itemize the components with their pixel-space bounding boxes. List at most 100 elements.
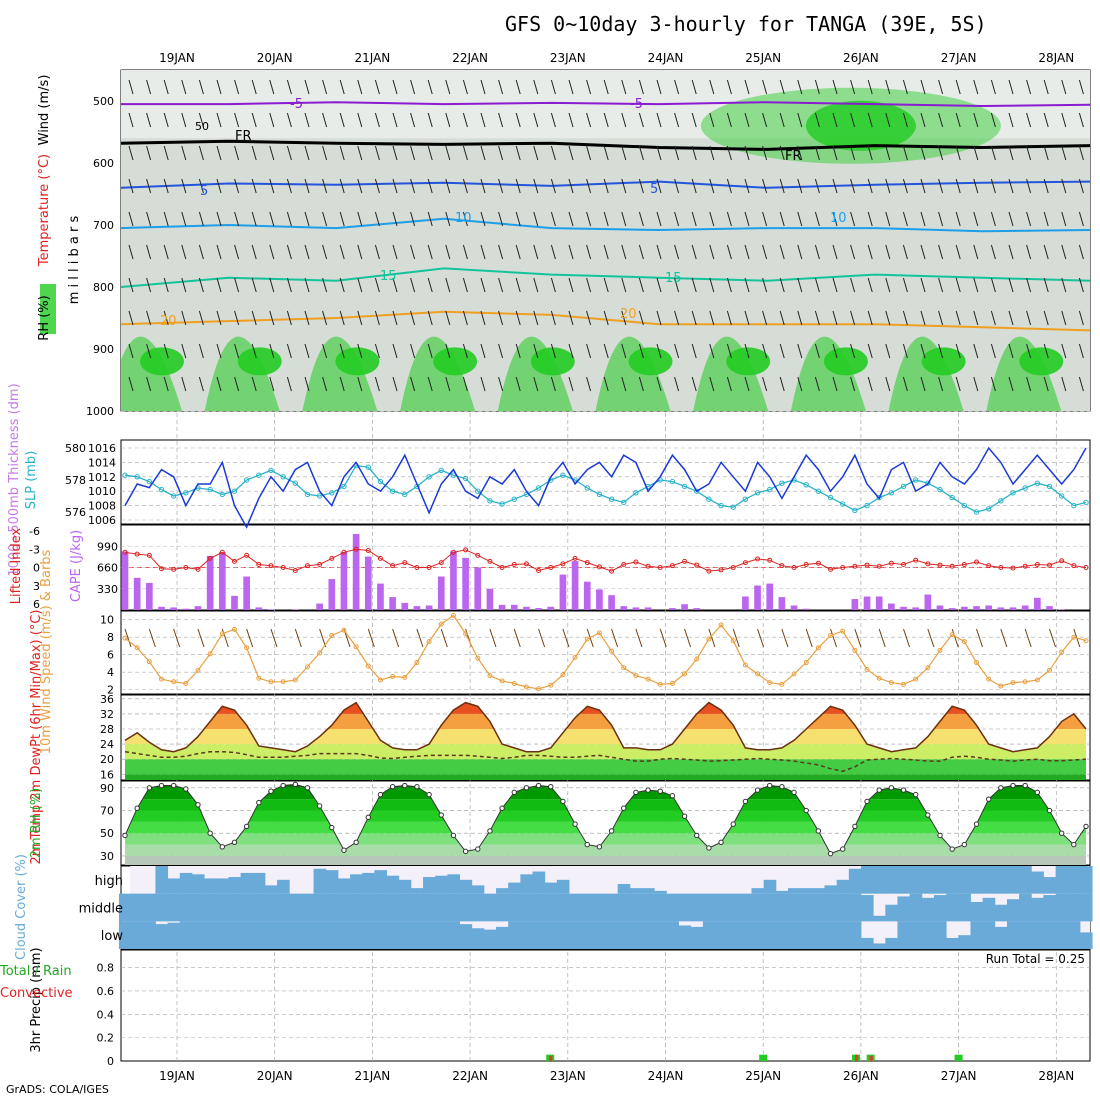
cloud-cell bbox=[252, 921, 266, 949]
cloud-cell bbox=[1031, 871, 1044, 894]
cape-bar bbox=[145, 582, 153, 610]
wind-speed-point bbox=[183, 681, 189, 687]
wind-barb bbox=[234, 211, 240, 227]
wind-barb bbox=[990, 112, 996, 128]
wind-barb bbox=[726, 79, 732, 95]
thickness-point bbox=[596, 491, 603, 498]
wind-barb bbox=[181, 211, 187, 227]
rh-point bbox=[900, 787, 907, 793]
slp-tick: 1016 bbox=[88, 442, 116, 455]
wind-barb-10m bbox=[927, 628, 935, 648]
wind-barb bbox=[691, 343, 697, 359]
thickness-point bbox=[292, 480, 299, 486]
wind-barb bbox=[146, 178, 152, 194]
cloud-cell bbox=[228, 893, 242, 922]
cloud-cell bbox=[933, 921, 947, 949]
wind-speed-point bbox=[925, 665, 931, 671]
wind-barb bbox=[779, 343, 785, 359]
wind-barb bbox=[603, 376, 609, 392]
date-label-bottom: 22JAN bbox=[452, 1069, 488, 1083]
wind-barb bbox=[269, 178, 275, 194]
wind-barb bbox=[1061, 178, 1067, 194]
rh-point bbox=[791, 789, 797, 796]
wind-speed-point bbox=[499, 678, 505, 684]
temp-line bbox=[124, 701, 1087, 753]
contour-label: -5 bbox=[630, 97, 643, 112]
wind-barb bbox=[814, 211, 820, 227]
lifted-index-point bbox=[304, 563, 310, 569]
cloud-cell bbox=[897, 921, 911, 949]
wind-barb-10m bbox=[976, 628, 983, 648]
wind-speed-point bbox=[876, 675, 882, 681]
wind-speed-point bbox=[949, 632, 955, 638]
cloud-cell bbox=[240, 893, 254, 922]
wind-barb bbox=[867, 178, 873, 194]
cloud-cell bbox=[423, 921, 436, 949]
thickness-point bbox=[1010, 490, 1016, 496]
wind-barb bbox=[304, 244, 310, 260]
wind-barb bbox=[621, 79, 627, 95]
cape-bar bbox=[364, 556, 372, 610]
rh-tick: 90 bbox=[100, 782, 114, 795]
isotherm-line bbox=[121, 310, 1090, 332]
thickness-point bbox=[852, 507, 858, 514]
wind-barb bbox=[814, 178, 820, 194]
wind-barb bbox=[674, 112, 680, 128]
wind-barb bbox=[691, 178, 697, 194]
rh-point bbox=[414, 783, 420, 790]
wind-barb bbox=[515, 244, 521, 260]
wind-speed-point bbox=[390, 674, 396, 680]
wind-barb bbox=[515, 343, 521, 359]
rh-plume bbox=[790, 336, 866, 411]
cloud-cell bbox=[228, 921, 242, 949]
lifted-index-point bbox=[329, 555, 335, 561]
wind-barb bbox=[1061, 244, 1067, 260]
temp-band bbox=[125, 744, 1086, 760]
wind-barb bbox=[216, 211, 222, 227]
cloud-cell bbox=[727, 893, 740, 922]
wind-barb bbox=[462, 310, 468, 326]
wind-barb bbox=[656, 277, 662, 293]
lifted-index-point bbox=[730, 565, 736, 570]
wind-barb bbox=[462, 79, 468, 95]
rh-label: RH (%) bbox=[37, 295, 52, 340]
contour-label: 20 bbox=[160, 314, 177, 329]
wind-barb bbox=[533, 244, 539, 260]
wind-barb bbox=[427, 310, 433, 326]
precip-label: 3hr Precip (mm) bbox=[29, 947, 44, 1052]
thickness-point bbox=[949, 494, 955, 501]
wind-barb bbox=[955, 79, 961, 95]
cape-bar bbox=[523, 606, 530, 610]
wind-barb bbox=[568, 310, 574, 326]
cloud-cell bbox=[812, 893, 825, 922]
cloud-cell bbox=[386, 893, 400, 922]
wind-barb bbox=[990, 244, 996, 260]
cloud-cell bbox=[836, 921, 850, 949]
date-label-bottom: 24JAN bbox=[648, 1069, 684, 1083]
cloud-cell bbox=[252, 893, 266, 922]
cloud-cell bbox=[459, 924, 473, 949]
date-label-bottom: 20JAN bbox=[257, 1069, 293, 1083]
wind-barb bbox=[357, 277, 363, 293]
wind-barb bbox=[621, 376, 627, 392]
cloud-cell bbox=[982, 921, 996, 949]
wind-barb bbox=[269, 343, 275, 359]
wind-barb bbox=[445, 79, 451, 95]
rh-plume bbox=[986, 336, 1062, 411]
wind-barb bbox=[938, 343, 944, 359]
wind-speed-tick: 8 bbox=[107, 631, 114, 644]
cloud-cell bbox=[958, 866, 971, 894]
wind-barb bbox=[726, 178, 732, 194]
wind-barb bbox=[955, 178, 961, 194]
rh-plume bbox=[302, 336, 378, 411]
wind-barb bbox=[726, 244, 732, 260]
cape-tick: 330 bbox=[97, 583, 118, 596]
cape-bar bbox=[912, 607, 920, 610]
thickness-point bbox=[633, 490, 639, 496]
wind-barb bbox=[445, 145, 451, 161]
wind-barb bbox=[374, 145, 380, 161]
rh-point bbox=[304, 785, 311, 791]
cloud-cell bbox=[787, 893, 801, 922]
thickness-point bbox=[767, 486, 773, 493]
cape-bar bbox=[121, 551, 129, 610]
